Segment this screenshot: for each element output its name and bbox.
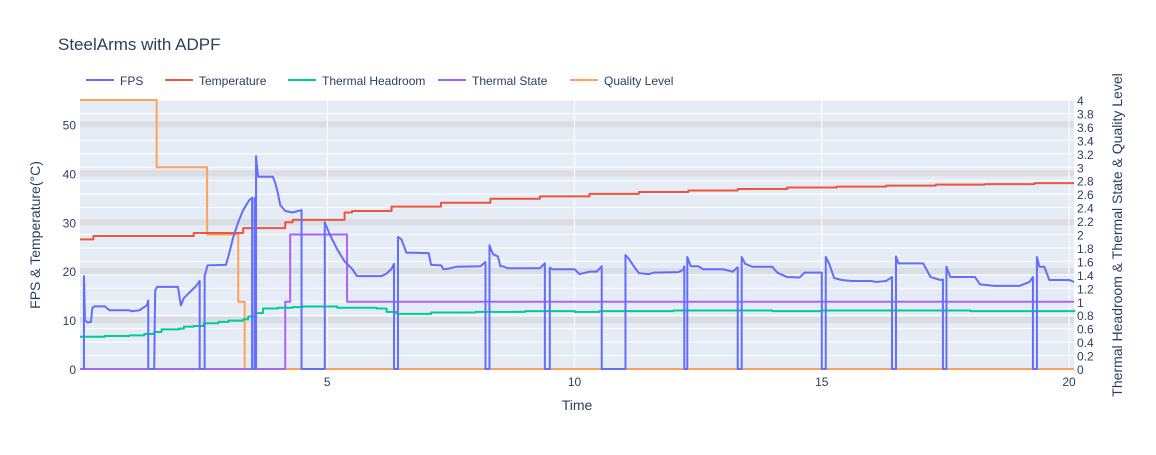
y-left-tick-label: 0 <box>69 363 76 377</box>
y-right-tick-label: 3.2 <box>1077 148 1094 162</box>
y-right-tick-label: 4 <box>1077 94 1084 108</box>
gridline-left <box>80 121 1074 128</box>
series-line-thermal-headroom <box>80 305 1075 338</box>
series-lines <box>80 99 1075 370</box>
legend-item-fps[interactable]: FPS <box>86 74 143 88</box>
x-tick-label: 5 <box>324 375 331 389</box>
y-right-tick-label: 2.6 <box>1077 188 1094 202</box>
series-line-fps <box>82 155 1075 370</box>
legend-item-thermal-state[interactable]: Thermal State <box>438 74 548 88</box>
y-right-tick-label: 1.2 <box>1077 282 1094 296</box>
y-left-tick-label: 30 <box>63 216 77 230</box>
y-right-tick-label: 2.4 <box>1077 202 1094 216</box>
legend-label: Quality Level <box>604 74 673 88</box>
y-left-tick-label: 20 <box>63 265 77 279</box>
y-right-tick-label: 3 <box>1077 161 1084 175</box>
legend-item-quality-level[interactable]: Quality Level <box>570 74 673 88</box>
y-right-tick-label: 3.8 <box>1077 107 1094 121</box>
y-right-tick-label: 1 <box>1077 296 1084 310</box>
legend-label: Temperature <box>199 74 267 88</box>
y-right-tick-label: 0.6 <box>1077 323 1094 337</box>
x-tick-label: 10 <box>568 375 582 389</box>
y-axis-left-title: FPS & Temperature(°C) <box>27 161 43 309</box>
x-axis-title: Time <box>562 397 593 413</box>
y-right-tick-label: 0.4 <box>1077 336 1094 350</box>
y-right-tick-label: 1.4 <box>1077 269 1094 283</box>
y-left-tick-label: 10 <box>63 314 77 328</box>
series-line-quality-level <box>80 99 1074 370</box>
y-right-tick-label: 0.8 <box>1077 309 1094 323</box>
y-left-tick-label: 40 <box>63 167 77 181</box>
y-right-tick-label: 3.4 <box>1077 134 1094 148</box>
legend-label: FPS <box>120 74 143 88</box>
series-line-temperature <box>80 182 1074 241</box>
chart-title: SteelArms with ADPF <box>58 35 221 54</box>
gridline-left <box>80 317 1074 324</box>
x-tick-label: 15 <box>815 375 829 389</box>
y-right-tick-label: 3.6 <box>1077 121 1094 135</box>
y-right-tick-label: 1.6 <box>1077 255 1094 269</box>
legend-item-temperature[interactable]: Temperature <box>165 74 267 88</box>
y-right-tick-label: 2.2 <box>1077 215 1094 229</box>
legend-item-thermal-headroom[interactable]: Thermal Headroom <box>288 74 425 88</box>
legend[interactable]: FPS Temperature Thermal Headroom Thermal St… <box>86 74 673 88</box>
gridline-left <box>80 219 1074 226</box>
y-right-tick-label: 0.2 <box>1077 350 1094 364</box>
y-right-tick-label: 2.8 <box>1077 175 1094 189</box>
x-tick-label: 20 <box>1062 375 1076 389</box>
legend-label: Thermal State <box>472 74 548 88</box>
y-right-tick-label: 1.8 <box>1077 242 1094 256</box>
y-left-tick-label: 50 <box>63 118 77 132</box>
tick-labels: 00.20.40.60.811.21.41.61.822.22.42.62.83… <box>63 94 1094 389</box>
legend-label: Thermal Headroom <box>322 74 425 88</box>
y-right-tick-label: 0 <box>1077 363 1084 377</box>
y-right-tick-label: 2 <box>1077 229 1084 243</box>
gridline-left <box>80 170 1074 177</box>
series-line-thermal-state <box>80 233 1074 370</box>
y-axis-right-title: Thermal Headroom & Thermal State & Quali… <box>1109 73 1125 396</box>
